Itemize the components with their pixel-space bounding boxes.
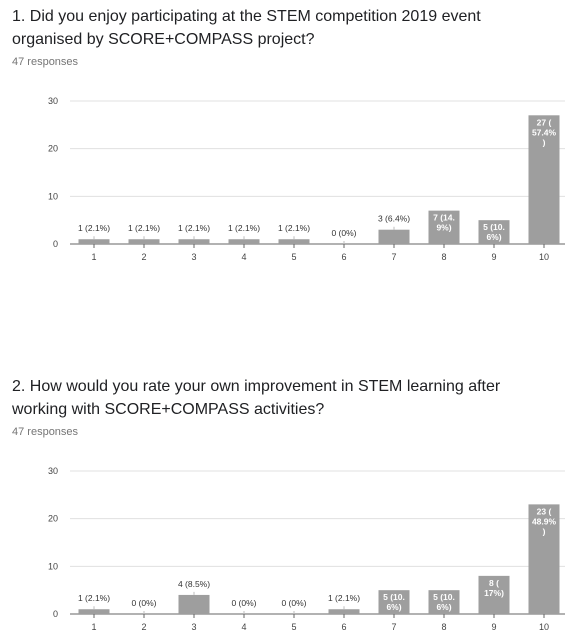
question-1-bar-chart: 0 10 20 30 1 1 (2.1%) 2 1 (2.1%) 3 1 (2.1%) 4 1 (2.…: [48, 96, 565, 262]
question-1-title-line1: 1. Did you enjoy participating at the ST…: [12, 8, 481, 25]
bar: [428, 590, 460, 614]
x-tick-label: 3: [191, 622, 196, 632]
data-label: 0 (0%): [281, 598, 306, 608]
data-label: 27 (57.4%): [532, 117, 557, 147]
question-2-bar-chart: 0 10 20 30 1 1 (2.1%) 2 0 (0%) 3 4 (8.5%) 4 0 (0%) 5…: [48, 466, 565, 632]
y-tick-label: 10: [48, 561, 58, 571]
x-tick-label: 6: [341, 252, 346, 262]
data-label: 5 (10. 6%): [383, 592, 405, 612]
question-2-response-count: 47 responses: [12, 426, 79, 438]
x-tick-label: 9: [491, 622, 496, 632]
question-2-title: 2. How would you rate your own improveme…: [12, 375, 572, 421]
bar: [328, 609, 360, 614]
data-label: 1 (2.1%): [78, 593, 110, 603]
x-tick-label: 2: [141, 622, 146, 632]
x-tick-label: 7: [391, 252, 396, 262]
question-2-title-line1: 2. How would you rate your own improveme…: [12, 378, 501, 395]
data-label: 0 (0%): [231, 598, 256, 608]
data-label: 0 (0%): [331, 228, 356, 238]
x-tick-label: 8: [441, 622, 446, 632]
data-label: 1 (2.1%): [328, 593, 360, 603]
x-tick-label: 5: [291, 252, 296, 262]
data-label: 1 (2.1%): [128, 223, 160, 233]
data-label: 0 (0%): [131, 598, 156, 608]
y-tick-label: 20: [48, 144, 58, 154]
bar: [478, 575, 510, 614]
y-tick-label: 30: [48, 96, 58, 106]
x-tick-label: 2: [141, 252, 146, 262]
data-label: 7 (14. 9%): [433, 213, 455, 233]
bar: [278, 239, 310, 244]
x-tick-label: 1: [91, 622, 96, 632]
bar: [528, 115, 560, 244]
x-tick-label: 9: [491, 252, 496, 262]
question-2-title-line2: working with SCORE+COMPASS activities?: [12, 401, 325, 418]
question-1-title: 1. Did you enjoy participating at the ST…: [12, 5, 572, 51]
y-tick-label: 20: [48, 514, 58, 524]
bar: [178, 239, 210, 244]
bar: [528, 504, 560, 614]
question-1-title-line2: organised by SCORE+COMPASS project?: [12, 31, 315, 48]
y-tick-label: 30: [48, 466, 58, 476]
data-label: 5 (10. 6%): [483, 222, 505, 242]
bar: [78, 609, 110, 614]
bar: [78, 239, 110, 244]
data-label: 1 (2.1%): [178, 223, 210, 233]
x-tick-label: 3: [191, 252, 196, 262]
x-tick-label: 4: [241, 252, 246, 262]
y-tick-label: 0: [53, 609, 58, 619]
x-tick-label: 4: [241, 622, 246, 632]
x-tick-label: 6: [341, 622, 346, 632]
data-label: 1 (2.1%): [278, 223, 310, 233]
data-label: 5 (10. 6%): [433, 592, 455, 612]
y-tick-label: 10: [48, 191, 58, 201]
question-2: 2. How would you rate your own improveme…: [0, 370, 577, 636]
x-tick-label: 7: [391, 622, 396, 632]
data-label: 23 (48.9%): [532, 506, 557, 536]
x-tick-label: 8: [441, 252, 446, 262]
x-tick-label: 1: [91, 252, 96, 262]
bar: [478, 220, 510, 244]
bar: [378, 229, 410, 244]
bar: [428, 210, 460, 244]
data-label: 1 (2.1%): [78, 223, 110, 233]
y-tick-label: 0: [53, 239, 58, 249]
x-tick-label: 10: [539, 252, 549, 262]
data-label: 3 (6.4%): [378, 214, 410, 224]
question-1-response-count: 47 responses: [12, 56, 79, 68]
bar: [228, 239, 260, 244]
bar: [128, 239, 160, 244]
data-label: 1 (2.1%): [228, 223, 260, 233]
data-label: 8 (17%): [484, 578, 504, 598]
x-tick-label: 5: [291, 622, 296, 632]
x-tick-label: 10: [539, 622, 549, 632]
bar: [378, 590, 410, 614]
data-label: 4 (8.5%): [178, 579, 210, 589]
question-1: 1. Did you enjoy participating at the ST…: [12, 5, 572, 68]
bar: [178, 594, 210, 614]
